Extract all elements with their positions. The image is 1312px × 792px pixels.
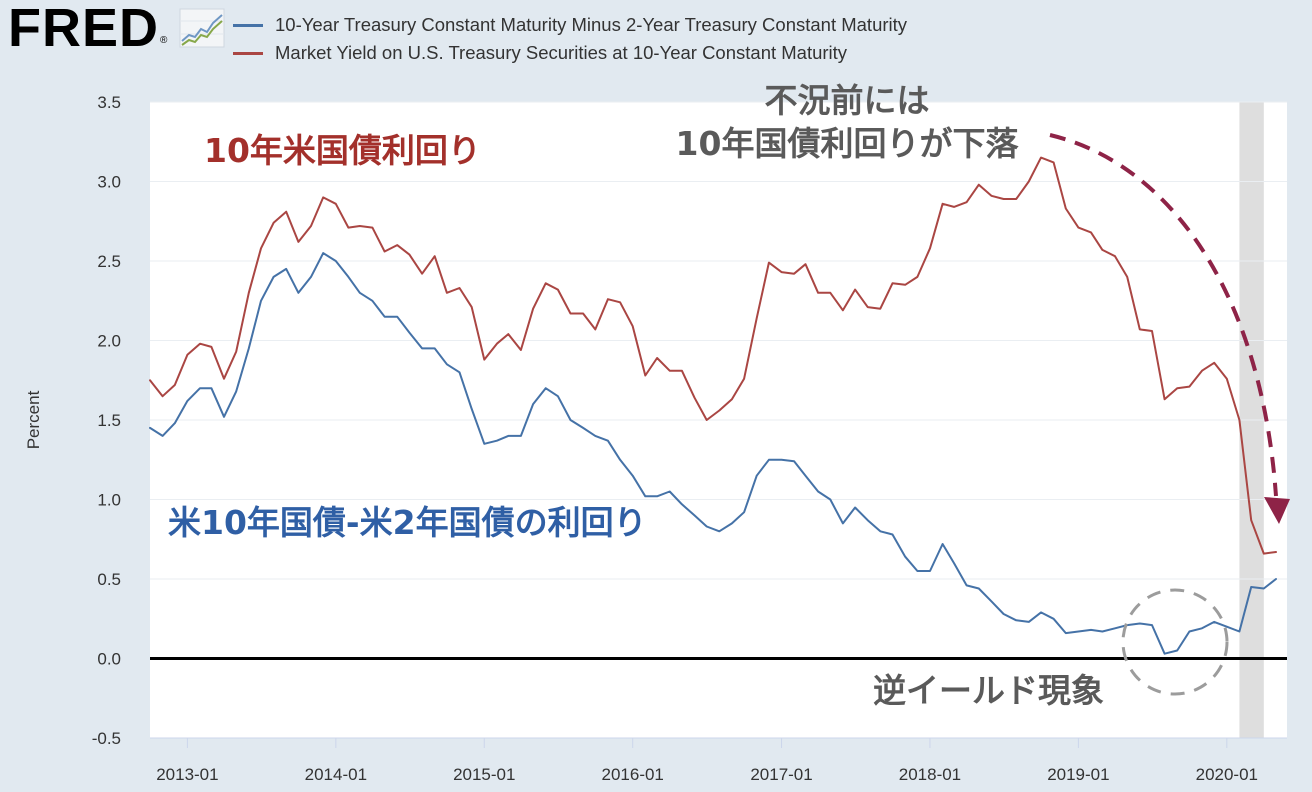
annotation-pre-recession-line2: 10年国債利回りが下落 — [675, 124, 1019, 163]
x-tick-label: 2013-01 — [156, 765, 218, 784]
annotation-dashed-circle — [1121, 588, 1229, 696]
legend-swatch-spread — [233, 23, 263, 27]
annotation-arrowhead — [1264, 497, 1290, 524]
annotation-pre-recession: 不況前には 10年国債利回りが下落 — [647, 79, 1047, 165]
fred-logo-text[interactable]: FRED — [8, 0, 159, 58]
x-tick-label: 2020-01 — [1196, 765, 1258, 784]
x-tick-label: 2015-01 — [453, 765, 515, 784]
annotation-dashed-arrow — [1049, 133, 1278, 497]
x-tick-label: 2018-01 — [899, 765, 961, 784]
series-layer — [149, 156, 1277, 655]
annotation-yield-inversion: 逆イールド現象 — [873, 671, 1104, 710]
y-axis: 3.5 3.0 2.5 2.0 1.5 1.0 0.5 0.0 -0.5 — [92, 93, 121, 748]
annotation-spread: 米10年国債-米2年国債の利回り — [168, 503, 647, 542]
y-tick-label: 1.0 — [97, 490, 121, 509]
y-tick-label: 1.5 — [97, 411, 121, 430]
x-tick-label: 2016-01 — [602, 765, 664, 784]
series-line-10-year-yield — [149, 156, 1277, 555]
registered-mark: ® — [160, 35, 168, 46]
x-axis: 2013-01 2014-01 2015-01 2016-01 2017-01 2018-… — [156, 738, 1258, 784]
y-axis-title: Percent — [24, 390, 43, 449]
x-tick-label: 2017-01 — [750, 765, 812, 784]
y-tick-label: 2.0 — [97, 331, 121, 350]
legend-label-10-year-yield: Market Yield on U.S. Treasury Securities… — [275, 42, 848, 63]
y-tick-label: 0.0 — [97, 649, 121, 668]
legend: 10-Year Treasury Constant Maturity Minus… — [233, 11, 907, 67]
legend-label-spread: 10-Year Treasury Constant Maturity Minus… — [275, 14, 908, 35]
y-tick-label: 2.5 — [97, 252, 121, 271]
fred-graph-icon — [179, 8, 225, 48]
legend-item-10-year-yield: Market Yield on U.S. Treasury Securities… — [233, 39, 907, 67]
y-tick-label: 3.0 — [97, 172, 121, 191]
annotation-10-year-yield: 10年米国債利回り — [204, 131, 481, 170]
x-tick-label: 2019-01 — [1047, 765, 1109, 784]
y-tick-label: -0.5 — [92, 729, 121, 748]
legend-item-spread: 10-Year Treasury Constant Maturity Minus… — [233, 11, 907, 39]
legend-swatch-10-year-yield — [233, 51, 263, 55]
series-line-10y-minus-2y-spread — [149, 252, 1277, 655]
x-tick-label: 2014-01 — [305, 765, 367, 784]
y-tick-label: 0.5 — [97, 570, 121, 589]
annotation-pre-recession-line1: 不況前には — [764, 81, 930, 120]
y-tick-label: 3.5 — [97, 93, 121, 112]
